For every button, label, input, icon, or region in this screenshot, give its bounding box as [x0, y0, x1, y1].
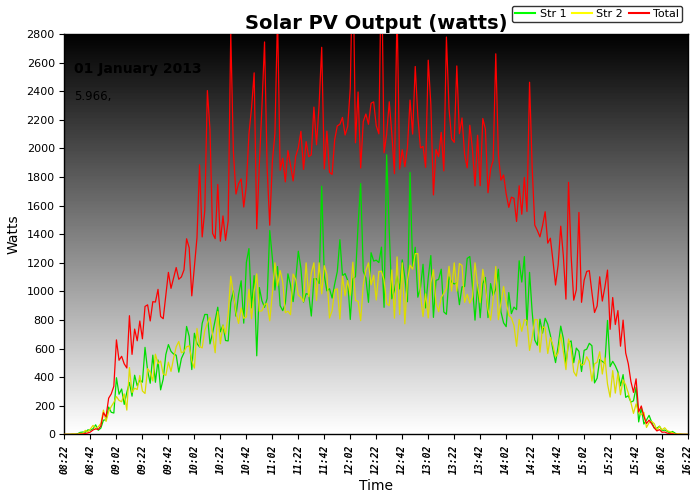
Total [60, 432, 69, 438]
Str 2 [684, 432, 692, 438]
Str 2 [414, 250, 422, 256]
Str 2 [297, 294, 305, 300]
Title: Solar PV Output (watts): Solar PV Output (watts) [245, 14, 508, 32]
X-axis label: Time: Time [359, 479, 393, 493]
Total [297, 128, 305, 134]
Total [419, 144, 427, 150]
Str 2 [130, 385, 139, 391]
Str 2 [564, 336, 573, 342]
Text: 01 January 2013: 01 January 2013 [74, 62, 202, 76]
Str 2 [679, 432, 687, 438]
Str 1 [679, 432, 687, 438]
Total [679, 432, 687, 438]
Total [564, 180, 573, 186]
Str 1 [130, 372, 139, 378]
Str 1 [564, 340, 573, 345]
Total [130, 326, 139, 332]
Str 1 [684, 432, 692, 438]
Line: Str 2: Str 2 [64, 254, 688, 434]
Str 1 [419, 262, 427, 268]
Str 1 [297, 266, 305, 272]
Line: Str 1: Str 1 [64, 155, 688, 434]
Str 1 [523, 322, 531, 328]
Total [523, 208, 531, 214]
Total [684, 432, 692, 438]
Str 1 [60, 432, 69, 438]
Str 2 [60, 432, 69, 438]
Legend: Str 1, Str 2, Total: Str 1, Str 2, Total [512, 6, 682, 22]
Y-axis label: Watts: Watts [7, 214, 21, 254]
Line: Total: Total [64, 0, 688, 434]
Str 2 [523, 318, 531, 324]
Str 2 [419, 314, 427, 320]
Text: 5.966,: 5.966, [74, 90, 111, 103]
Str 1 [382, 152, 391, 158]
